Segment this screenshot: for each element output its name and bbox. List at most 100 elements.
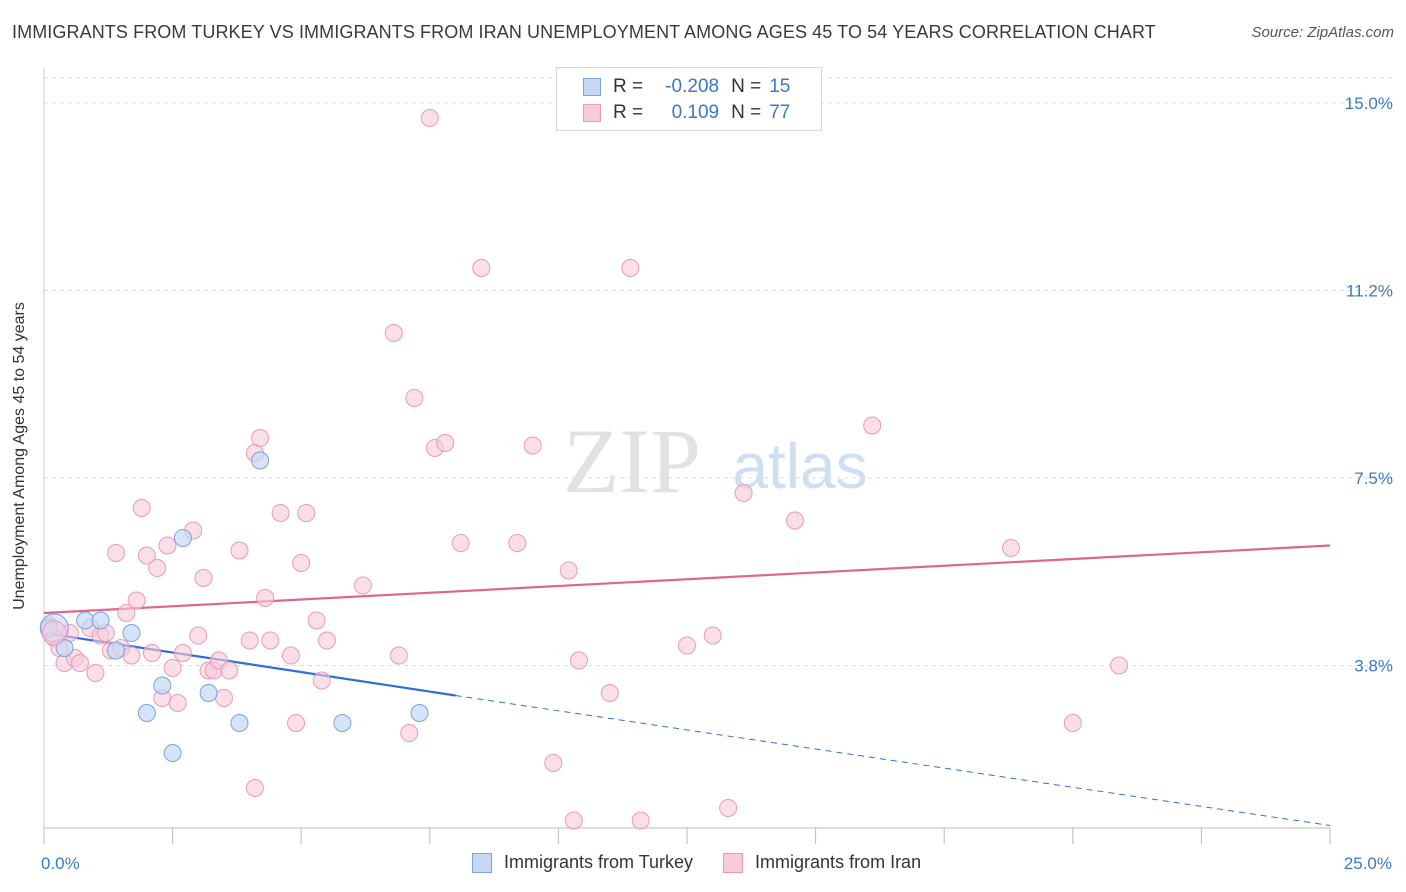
iran-point [312,671,331,690]
iran-point [297,504,316,522]
turkey-point [333,714,352,732]
turkey-point [199,684,218,702]
y-tick-label: 7.5% [1354,469,1393,488]
legend-item-iran[interactable]: Immigrants from Iran [723,852,921,873]
iran-point [287,714,306,732]
iran-point [317,631,336,650]
stats-legend: R = -0.208 N = 15 R = 0.109 N = 77 [556,67,822,131]
iran-point [292,554,311,572]
iran-point [389,646,408,665]
r-value: -0.208 [665,76,720,97]
legend-item-turkey[interactable]: Immigrants from Turkey [472,852,693,873]
n-label: N = [731,102,762,123]
iran-point [173,644,192,662]
iran-point [544,754,563,772]
iran-point [631,811,650,830]
turkey-point [137,704,156,722]
trend-lines [43,544,1331,826]
iran-swatch [723,852,744,873]
legend-label: Immigrants from Iran [755,852,922,872]
iran-point [71,654,90,672]
turkey-point [230,714,249,732]
turkey-swatch [472,852,492,873]
iran-point [703,626,722,645]
iran-point [256,589,275,607]
watermark-zip: ZIP [563,410,701,512]
turkey-point [91,611,110,630]
iran-point [400,724,419,742]
iran-point [863,416,882,435]
iran-point [271,504,290,522]
series-legend: Immigrants from Turkey Immigrants from I… [472,852,951,873]
iran-point [353,576,372,595]
iran-point [107,544,126,562]
iran-point [163,659,182,677]
iran-point [719,799,738,817]
iran-point [261,631,280,650]
turkey-point [173,529,192,547]
turkey-point [153,676,172,695]
y-axis-label: Unemployment Among Ages 45 to 54 years [11,302,28,610]
n-value: 77 [769,102,791,123]
iran-point [137,546,156,565]
iran-point [245,779,264,797]
iran-point [307,611,326,630]
tick-labels: 3.8% 7.5% 11.2% 15.0% 0.0% 25.0% [41,94,1393,873]
iran-point [420,109,439,127]
iran-point [127,591,146,610]
iran-point [132,499,151,517]
iran-point [508,534,527,552]
stats-row-turkey: R = -0.208 N = 15 [583,75,790,99]
iran-point [143,644,162,662]
iran-cluster-point [41,620,67,646]
iran-point [168,694,187,712]
iran-point [215,689,234,707]
turkey-point [107,641,126,660]
iran-point [523,436,542,455]
chart-title: IMMIGRANTS FROM TURKEY VS IMMIGRANTS FRO… [12,22,1156,42]
turkey-point [251,451,270,470]
iran-point [230,541,249,560]
iran-point [240,631,259,650]
y-tick-label: 11.2% [1346,282,1393,301]
r-value: 0.109 [671,102,720,123]
iran-point [405,389,424,407]
iran-point [117,604,136,622]
iran-point [122,646,141,665]
r-label: R = [613,76,644,97]
legend-label: Immigrants from Turkey [504,852,694,872]
iran-point [220,661,239,680]
iran-point [158,536,177,555]
r-label: R = [613,102,644,123]
iran-point [472,259,491,277]
iran-point [251,429,270,447]
iran-point [678,636,696,655]
iran-point [148,559,167,577]
iran-point [621,259,640,277]
turkey-point [410,704,429,722]
watermark-atlas: atlas [732,430,867,502]
iran-point [559,561,578,580]
iran-point [600,684,619,702]
y-tick-label: 15.0% [1345,94,1393,113]
x-tick-label: 0.0% [41,854,80,873]
iran-point [384,324,403,342]
iran-point [1110,656,1129,675]
source-label[interactable]: Source: ZipAtlas.com [1251,24,1394,41]
turkey-trend-extension [455,695,1331,826]
iran-point [1063,714,1082,732]
iran-point [569,651,588,670]
stats-row-iran: R = 0.109 N = 77 [583,101,790,125]
iran-point [786,511,805,530]
n-value: 15 [769,76,791,97]
turkey-point [122,624,141,642]
turkey-point [76,611,95,630]
iran-point [436,434,455,452]
turkey-swatch [583,78,601,96]
iran-point [281,646,300,665]
x-tick-label: 25.0% [1344,854,1392,873]
y-tick-label: 3.8% [1354,657,1393,676]
iran-swatch [583,104,601,122]
n-label: N = [731,76,762,97]
